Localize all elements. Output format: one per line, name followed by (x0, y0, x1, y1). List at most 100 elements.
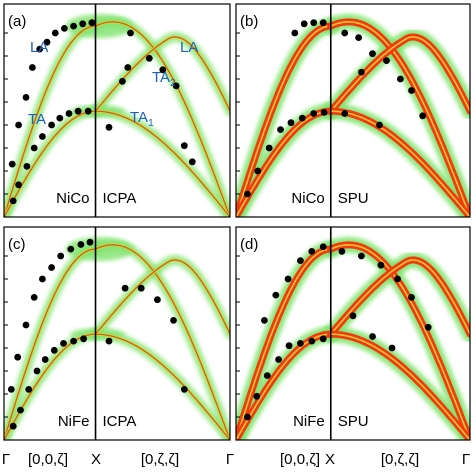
measured-point (308, 337, 316, 345)
measured-point (67, 245, 75, 253)
spectral-core-LA1 (236, 25, 331, 217)
x-axis-tick-labels: Γ [0,0,ζ] X [0,ζ,ζ] Γ [0,0,ζ] X [0,ζ,ζ] Γ (2, 451, 470, 468)
mode-label: TA (28, 111, 46, 128)
measured-point (376, 121, 383, 129)
measured-point (319, 243, 327, 251)
measured-point (41, 356, 49, 363)
measured-point (377, 261, 385, 269)
panel-label: (d) (240, 236, 258, 253)
spectral-blob-la (65, 237, 134, 262)
measured-point (80, 335, 87, 343)
measured-point (57, 252, 65, 260)
measured-point (51, 29, 59, 37)
measured-point (180, 142, 188, 150)
measured-point (15, 121, 22, 129)
measured-point (105, 337, 113, 345)
dispersion-curve-TA1b (95, 333, 230, 440)
measured-point (297, 340, 304, 347)
dispersion-curve-LA1 (4, 248, 96, 440)
spectral-core-LA2 (330, 21, 470, 217)
method-label: ICPA (103, 190, 137, 207)
measured-point (254, 167, 262, 175)
measured-point (36, 45, 44, 53)
measured-point (253, 392, 261, 400)
panel-3: (c) NiFe ICPA (3, 226, 231, 441)
measured-point (172, 82, 180, 90)
x-tick-label: Γ (462, 451, 470, 468)
measured-point (25, 386, 33, 393)
measured-point (341, 29, 349, 37)
spectral-core-LA2 (330, 244, 470, 440)
measured-point (79, 20, 87, 28)
measured-point (65, 110, 73, 117)
measured-point (388, 344, 396, 352)
panel-frame (3, 3, 231, 218)
measured-point (86, 238, 94, 246)
measured-point (419, 112, 427, 120)
panel-1: (a) NiCo ICPA LA TA TA2 TA1 LA (3, 3, 231, 218)
measured-point (7, 386, 15, 393)
measured-point (244, 190, 251, 198)
measured-point (60, 340, 67, 347)
panel-label: (b) (240, 13, 258, 30)
system-label: NiFe (58, 413, 90, 430)
measured-point (275, 356, 282, 363)
measured-point (137, 284, 145, 292)
measured-point (310, 110, 318, 117)
measured-point (308, 248, 316, 255)
measured-point (319, 19, 327, 27)
dispersion-curve-TA1b (95, 110, 230, 217)
measured-point (39, 275, 46, 283)
measured-point (265, 144, 273, 152)
measured-point (277, 126, 284, 133)
spectral-core-LA1 (236, 248, 331, 440)
dispersion-curve-LA2 (95, 21, 230, 217)
measured-point (22, 94, 30, 101)
measured-point (14, 353, 22, 361)
panel-frame (3, 226, 231, 441)
measured-point (408, 294, 415, 301)
measured-point (50, 346, 58, 354)
measured-point (188, 158, 196, 166)
method-label: ICPA (103, 413, 137, 430)
panel-label: (a) (8, 13, 26, 30)
measured-point (127, 29, 134, 37)
measured-point (43, 38, 51, 46)
measured-point (349, 312, 357, 320)
measured-point (70, 337, 77, 345)
measured-point (121, 284, 129, 292)
method-label: SPU (338, 190, 369, 207)
measured-point (154, 296, 161, 304)
panel-4: (d) NiFe SPU (235, 226, 471, 441)
measured-point (319, 335, 327, 343)
measured-point (261, 317, 268, 324)
measured-point (48, 264, 55, 271)
measured-point (263, 372, 271, 379)
measured-point (159, 66, 167, 74)
x-tick-label: Γ (226, 451, 234, 468)
x-tick-label: [0,ζ,ζ] (141, 451, 179, 468)
measured-point (310, 19, 318, 27)
panel-label: (c) (8, 236, 26, 253)
measured-point (291, 29, 299, 37)
measured-point (284, 275, 292, 283)
dispersion-curve-TA2u (95, 36, 230, 112)
measured-point (105, 123, 113, 131)
spectral-core-TA2u (330, 36, 470, 112)
system-label: NiCo (291, 190, 324, 207)
measured-point (39, 133, 46, 140)
measured-point (320, 109, 328, 116)
measured-point (29, 64, 36, 71)
measured-point (394, 275, 401, 283)
spectral-core-TA1b (330, 333, 470, 440)
spectral-core-TA1 (236, 333, 331, 440)
measured-point (287, 119, 295, 127)
panel-frame (235, 226, 471, 441)
spectral-core-TA1b (330, 110, 470, 217)
measured-point (9, 422, 17, 430)
measured-point (30, 294, 38, 301)
dispersion-curve-LA1 (4, 25, 96, 217)
measured-point (358, 68, 365, 76)
x-tick-label: [0,0,ζ] (28, 451, 68, 468)
